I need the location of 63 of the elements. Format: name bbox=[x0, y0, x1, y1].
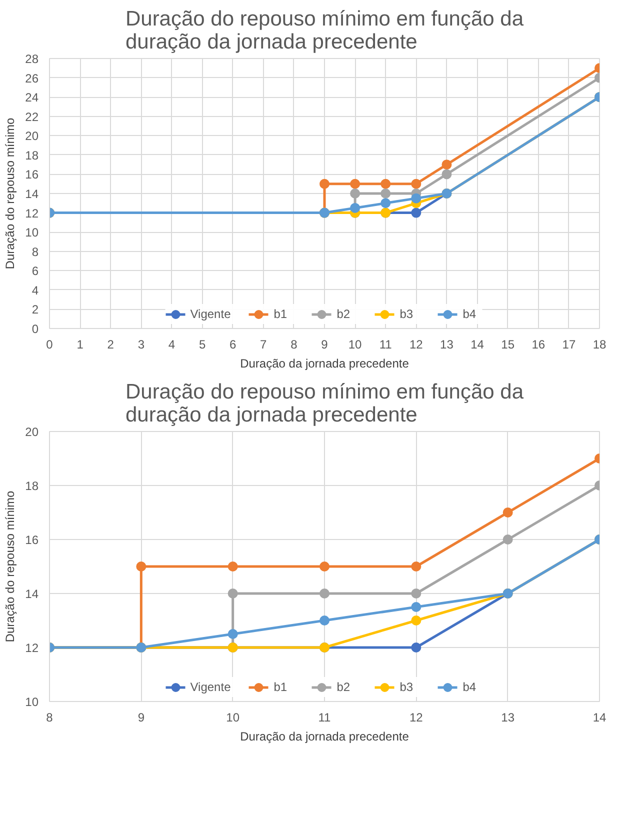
legend-label: b3 bbox=[400, 307, 414, 321]
legend-label: b1 bbox=[274, 307, 288, 321]
x-axis-title: Duração da jornada precedente bbox=[240, 730, 410, 744]
chart-title: Duração do repouso mínimo em função da duração da jornada precedente bbox=[125, 380, 524, 426]
x-tick-label: 16 bbox=[532, 338, 546, 352]
y-tick-label: 2 bbox=[32, 302, 39, 317]
y-tick-label: 24 bbox=[25, 90, 39, 105]
y-tick-label: 18 bbox=[25, 479, 39, 493]
legend-label: Vigente bbox=[190, 307, 231, 321]
y-tick-label: 10 bbox=[25, 226, 39, 240]
x-tick-label: 3 bbox=[138, 338, 145, 352]
x-tick-label: 15 bbox=[501, 338, 515, 352]
y-tick-label: 8 bbox=[32, 244, 39, 259]
x-tick-label: 17 bbox=[562, 338, 576, 352]
y-tick-label: 14 bbox=[25, 587, 39, 601]
y-tick-label: 10 bbox=[25, 695, 39, 709]
x-tick-label: 8 bbox=[290, 338, 298, 352]
y-tick-label: 12 bbox=[25, 206, 39, 220]
y-tick-label: 28 bbox=[25, 52, 39, 66]
y-tick-label: 14 bbox=[25, 187, 39, 201]
chart-title: Duração do repouso mínimo em função da duração da jornada precedente bbox=[125, 8, 524, 54]
y-tick-label: 22 bbox=[25, 110, 39, 124]
x-tick-label: 11 bbox=[318, 710, 332, 724]
y-tick-label: 16 bbox=[25, 533, 39, 547]
x-tick-label: 0 bbox=[46, 338, 54, 352]
x-tick-label: 2 bbox=[107, 338, 114, 352]
x-tick-label: 9 bbox=[321, 338, 328, 352]
y-tick-label: 16 bbox=[25, 168, 39, 182]
y-axis-title: Duração do repouso mínimo bbox=[3, 117, 18, 270]
x-tick-label: 10 bbox=[348, 338, 362, 352]
x-tick-label: 5 bbox=[198, 338, 206, 352]
y-tick-label: 20 bbox=[25, 129, 39, 144]
x-tick-label: 8 bbox=[46, 710, 54, 724]
x-tick-label: 13 bbox=[440, 338, 454, 352]
x-tick-label: 12 bbox=[409, 338, 424, 352]
x-tick-label: 7 bbox=[260, 338, 268, 352]
y-tick-label: 18 bbox=[25, 148, 39, 162]
x-tick-label: 11 bbox=[379, 338, 392, 352]
y-tick-label: 26 bbox=[25, 71, 39, 86]
x-axis-title: Duração da jornada precedente bbox=[240, 356, 410, 370]
y-tick-label: 0 bbox=[32, 322, 39, 336]
x-tick-label: 6 bbox=[229, 338, 236, 352]
legend-label: b2 bbox=[336, 680, 352, 694]
x-tick-label: 4 bbox=[168, 338, 176, 352]
legend-label: b4 bbox=[462, 680, 478, 694]
y-tick-label: 4 bbox=[32, 283, 39, 298]
y-tick-label: 6 bbox=[32, 264, 39, 278]
x-tick-label: 13 bbox=[501, 710, 515, 724]
y-tick-label: 12 bbox=[25, 641, 39, 655]
x-tick-label: 14 bbox=[470, 338, 484, 352]
x-tick-label: 9 bbox=[138, 710, 145, 724]
x-tick-label: 1 bbox=[76, 338, 84, 352]
legend-label: b3 bbox=[400, 680, 414, 694]
legend-label: b2 bbox=[336, 307, 352, 321]
x-tick-label: 14 bbox=[592, 710, 606, 724]
y-tick-label: 20 bbox=[25, 425, 39, 439]
y-axis-title: Duração do repouso mínimo bbox=[3, 490, 18, 642]
x-tick-label: 10 bbox=[226, 710, 240, 724]
x-tick-label: 12 bbox=[409, 710, 424, 724]
legend-label: b4 bbox=[462, 307, 478, 321]
legend-label: Vigente bbox=[190, 680, 231, 694]
legend-label: b1 bbox=[274, 680, 288, 694]
x-tick-label: 18 bbox=[592, 338, 606, 352]
